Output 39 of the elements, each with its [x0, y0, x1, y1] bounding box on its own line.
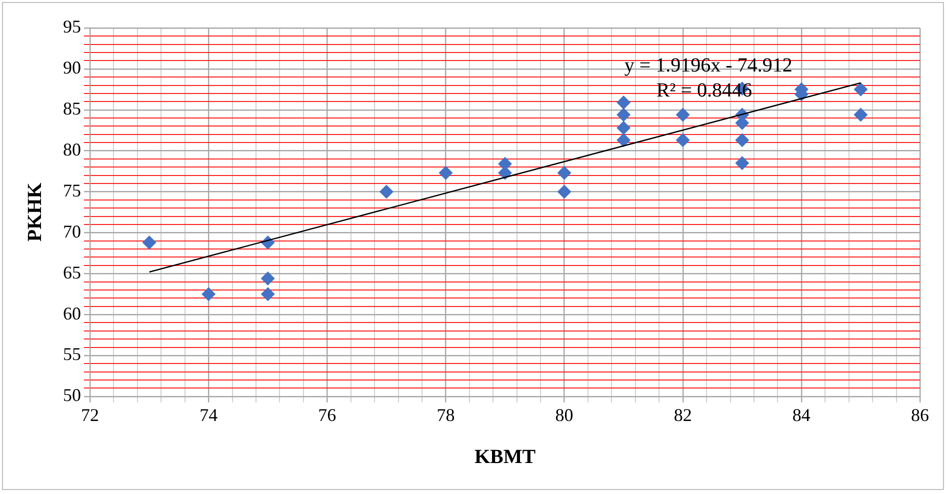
y-tick-label: 75 — [63, 180, 81, 200]
point — [379, 184, 394, 199]
point — [854, 108, 868, 122]
point — [676, 108, 690, 122]
x-tick-label: 84 — [792, 404, 810, 425]
point — [202, 287, 216, 302]
y-tick-label: 60 — [63, 303, 81, 324]
y-tick-label: 90 — [63, 58, 81, 78]
y-tick-label: 85 — [63, 98, 81, 119]
point — [142, 235, 156, 250]
point — [557, 184, 572, 199]
x-tick-label: 86 — [911, 404, 929, 425]
x-tick-label: 78 — [436, 404, 455, 425]
point — [676, 133, 690, 148]
point — [735, 133, 750, 148]
x-tick-label: 74 — [200, 404, 218, 425]
x-tick-label: 72 — [81, 404, 99, 425]
point — [260, 287, 275, 302]
point — [616, 120, 631, 135]
point — [557, 166, 572, 180]
y-axis-title: PKHK — [24, 182, 46, 242]
point — [854, 82, 868, 96]
y-tick-label: 95 — [63, 16, 81, 37]
y-tick-label: 50 — [63, 385, 81, 406]
x-tick-label: 76 — [318, 404, 336, 425]
x-tick-label: 80 — [555, 404, 574, 425]
x-tick-label: 82 — [674, 404, 692, 425]
y-tick-label: 55 — [63, 344, 81, 364]
point — [616, 108, 631, 122]
point — [735, 156, 750, 170]
y-tick-label: 70 — [63, 221, 81, 242]
y-tick-label: 65 — [63, 262, 81, 282]
point — [260, 272, 275, 286]
point — [438, 166, 453, 180]
point — [616, 96, 631, 110]
x-axis-title: KBMT — [474, 446, 536, 468]
annotation: y = 1.9196x - 74.912 — [624, 54, 792, 76]
point — [616, 133, 631, 148]
y-tick-label: 80 — [63, 140, 81, 160]
